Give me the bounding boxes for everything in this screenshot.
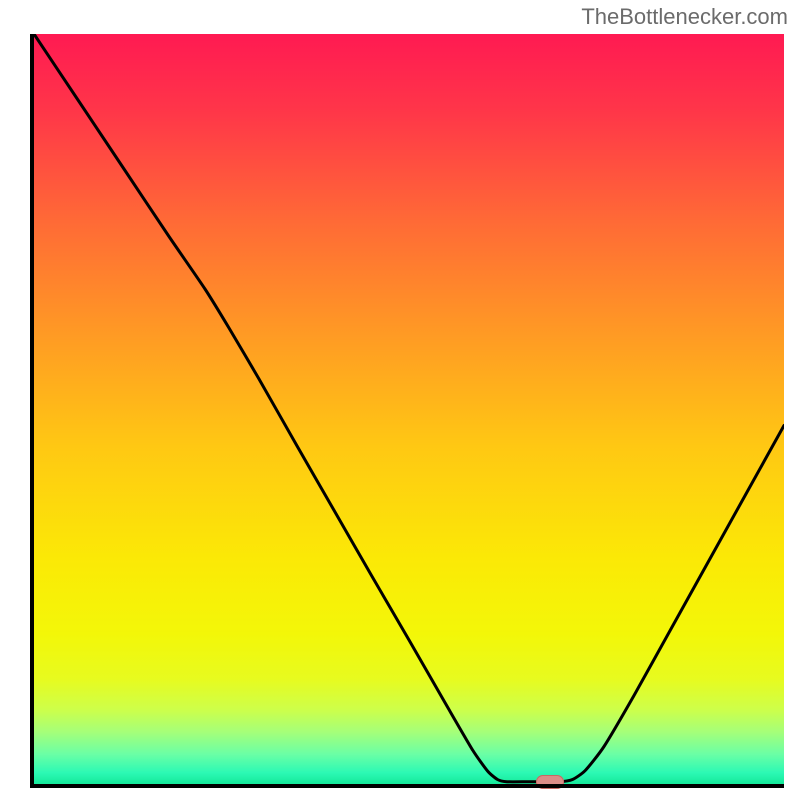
curve-svg xyxy=(34,34,784,784)
plot-area xyxy=(34,34,784,784)
x-axis xyxy=(30,784,784,788)
y-axis xyxy=(30,34,34,784)
watermark: TheBottlenecker.com xyxy=(581,4,788,30)
bottleneck-curve xyxy=(34,34,784,782)
